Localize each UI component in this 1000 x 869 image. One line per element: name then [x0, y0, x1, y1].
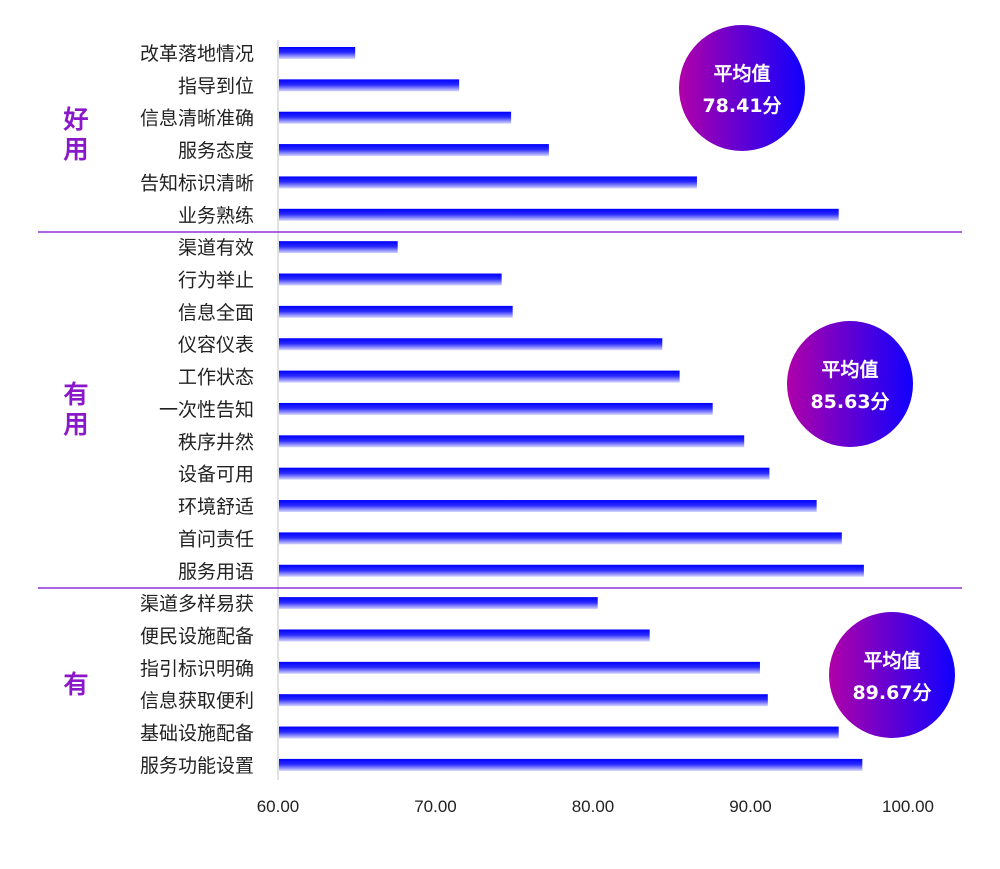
bar — [279, 111, 512, 124]
bar — [279, 402, 713, 415]
bar — [279, 435, 745, 448]
bar — [279, 500, 817, 513]
group-label: 有用 — [63, 380, 88, 439]
category-label: 信息获取便利 — [140, 690, 254, 712]
average-label: 平均值 — [863, 649, 920, 672]
bar — [279, 564, 864, 577]
bar — [279, 532, 842, 545]
average-value: 89.67分 — [852, 682, 931, 704]
bar — [279, 467, 770, 480]
category-label: 业务熟练 — [178, 205, 254, 227]
category-label: 渠道多样易获 — [140, 593, 254, 615]
bar — [279, 241, 398, 254]
category-label: 秩序井然 — [178, 431, 254, 453]
category-label: 告知标识清晰 — [140, 172, 254, 194]
x-tick-label: 60.00 — [257, 797, 300, 816]
category-label: 基础设施配备 — [140, 723, 254, 745]
category-label: 信息全面 — [178, 302, 254, 324]
average-value: 85.63分 — [810, 391, 889, 413]
category-label: 便民设施配备 — [140, 625, 254, 647]
category-label: 仪容仪表 — [178, 334, 254, 356]
average-badge — [679, 25, 805, 151]
bar — [279, 273, 502, 286]
category-label: 信息清晰准确 — [140, 108, 254, 130]
bar — [279, 305, 513, 318]
category-label: 首问责任 — [178, 528, 254, 550]
average-badge — [829, 612, 955, 738]
bar — [279, 208, 839, 221]
category-label: 服务功能设置 — [140, 755, 254, 777]
x-tick-label: 90.00 — [729, 797, 772, 816]
category-label: 指引标识明确 — [140, 658, 254, 680]
category-label: 服务用语 — [178, 561, 254, 583]
average-label: 平均值 — [713, 62, 770, 85]
category-label: 一次性告知 — [159, 399, 254, 421]
category-label: 工作状态 — [178, 367, 254, 389]
group-label: 好用 — [62, 105, 88, 164]
bar — [279, 694, 768, 707]
bar — [279, 629, 650, 642]
average-label: 平均值 — [821, 358, 878, 381]
category-label: 指导到位 — [178, 75, 254, 97]
x-tick-label: 80.00 — [572, 797, 615, 816]
category-label: 改革落地情况 — [140, 43, 254, 65]
category-label: 行为举止 — [178, 270, 254, 292]
bar — [279, 176, 697, 189]
x-tick-label: 70.00 — [414, 797, 457, 816]
bar — [279, 79, 460, 92]
bar — [279, 661, 760, 674]
bar — [279, 144, 549, 157]
bar — [279, 370, 680, 383]
bar — [279, 47, 356, 59]
category-label: 设备可用 — [178, 464, 254, 486]
average-badge — [787, 321, 913, 447]
group-label: 有 — [63, 670, 88, 699]
bar — [279, 597, 598, 610]
average-value: 78.41分 — [702, 95, 781, 117]
bar — [279, 758, 863, 771]
bar — [279, 338, 663, 351]
category-label: 渠道有效 — [178, 237, 254, 259]
category-label: 环境舒适 — [178, 496, 254, 518]
bar — [279, 726, 839, 739]
category-label: 服务态度 — [178, 140, 254, 162]
x-tick-label: 100.00 — [882, 797, 934, 816]
